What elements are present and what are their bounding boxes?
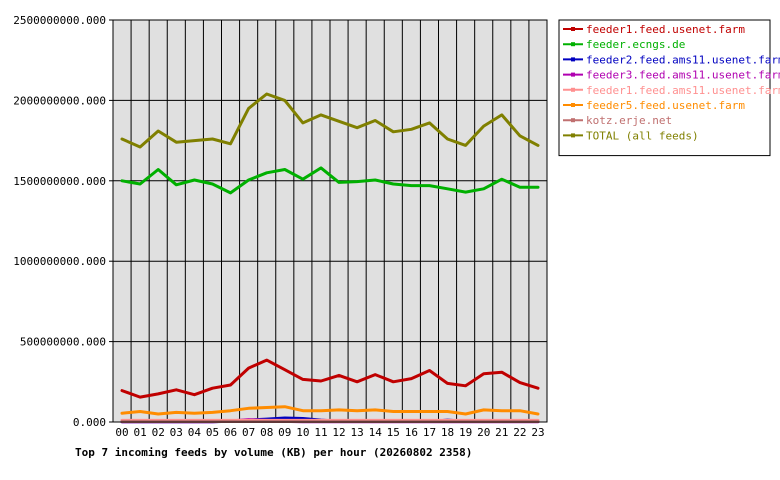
x-tick-label: 23: [531, 426, 544, 439]
legend-entry: kotz.erje.net: [586, 114, 672, 127]
legend-marker: [571, 87, 575, 92]
y-tick-label: 0.000: [73, 416, 106, 429]
series-line: [120, 92, 540, 149]
plot-border: [112, 19, 548, 423]
y-tick-label: 2000000000.000: [13, 94, 106, 107]
legend-entry: feeder.ecngs.de: [586, 38, 685, 51]
series-line: [120, 405, 540, 416]
legend-entry: feeder1.feed.ams11.usenet.farm: [586, 84, 780, 97]
x-tick-label: 05: [206, 426, 219, 439]
x-tick-label: 01: [134, 426, 147, 439]
x-tick-label: 12: [332, 426, 345, 439]
x-tick-label: 10: [296, 426, 309, 439]
x-tick-label: 20: [477, 426, 490, 439]
legend-marker: [571, 42, 575, 47]
legend-box: [558, 19, 771, 157]
x-tick-label: 08: [260, 426, 273, 439]
x-tick-label: 21: [495, 426, 508, 439]
legend: feeder1.feed.usenet.farm feeder.ecngs.de f…: [558, 19, 780, 157]
axes: 0.000 500000000.000 1000000000.000 15000000…: [13, 14, 548, 439]
chart-title: Top 7 incoming feeds by volume (KB) per …: [75, 446, 472, 459]
x-tick-label: 06: [224, 426, 237, 439]
y-tick-label: 1000000000.000: [13, 255, 106, 268]
legend-entry: feeder2.feed.ams11.usenet.farm: [586, 53, 780, 66]
legend-entry: feeder5.feed.usenet.farm: [586, 99, 745, 112]
legend-marker: [571, 57, 575, 62]
legend-entry: TOTAL (all feeds): [586, 129, 699, 142]
series-line: [120, 166, 540, 195]
y-tick-label: 1500000000.000: [13, 175, 106, 188]
x-tick-label: 11: [314, 426, 327, 439]
x-tick-label: 15: [387, 426, 400, 439]
x-tick-label: 00: [115, 426, 128, 439]
legend-entry: feeder1.feed.usenet.farm: [586, 23, 745, 36]
legend-marker: [571, 27, 575, 31]
x-tick-label: 07: [242, 426, 255, 439]
plot-area: [112, 19, 548, 423]
x-tick-label: 02: [152, 426, 165, 439]
x-tick-label: 03: [170, 426, 183, 439]
legend-marker: [571, 103, 575, 107]
x-tick-label: 17: [423, 426, 436, 439]
x-tick-label: 18: [441, 426, 454, 439]
x-tick-label: 16: [405, 426, 418, 439]
y-tick-label: 2500000000.000: [13, 14, 106, 27]
x-tick-label: 22: [513, 426, 526, 439]
legend-marker: [571, 133, 575, 138]
x-tick-label: 19: [459, 426, 472, 439]
series-line: [120, 358, 540, 399]
legend-marker: [571, 72, 575, 77]
legend-entry: feeder3.feed.ams11.usenet.farm: [586, 69, 780, 82]
x-tick-label: 04: [188, 426, 202, 439]
legend-marker: [571, 118, 575, 123]
x-tick-label: 09: [278, 426, 291, 439]
x-tick-label: 13: [351, 426, 364, 439]
y-tick-label: 500000000.000: [20, 336, 106, 349]
x-tick-label: 14: [369, 426, 383, 439]
